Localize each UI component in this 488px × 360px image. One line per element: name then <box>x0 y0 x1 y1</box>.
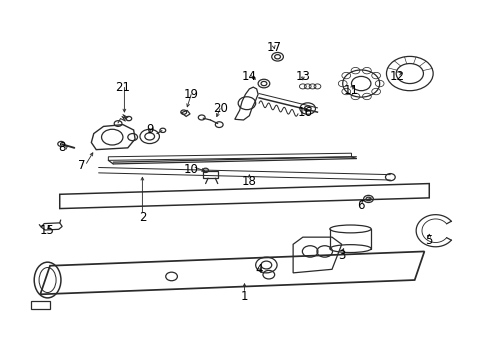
Text: 2: 2 <box>139 211 146 224</box>
Text: 13: 13 <box>295 70 310 83</box>
Text: 10: 10 <box>183 163 198 176</box>
Text: 19: 19 <box>183 88 198 101</box>
Text: 18: 18 <box>242 175 256 188</box>
Text: 11: 11 <box>343 84 358 97</box>
Text: 20: 20 <box>212 102 227 115</box>
Text: 14: 14 <box>242 70 256 83</box>
Text: 8: 8 <box>59 141 66 154</box>
Text: 15: 15 <box>40 224 55 237</box>
Text: 12: 12 <box>389 70 405 83</box>
Text: 6: 6 <box>357 198 364 212</box>
Text: 17: 17 <box>265 41 281 54</box>
Text: 7: 7 <box>78 159 85 172</box>
Text: 3: 3 <box>337 248 345 261</box>
Text: 16: 16 <box>297 105 312 119</box>
Text: 21: 21 <box>115 81 130 94</box>
Text: 4: 4 <box>255 263 262 276</box>
Text: 1: 1 <box>240 289 248 303</box>
Text: 9: 9 <box>145 123 153 136</box>
Text: 5: 5 <box>425 234 432 247</box>
